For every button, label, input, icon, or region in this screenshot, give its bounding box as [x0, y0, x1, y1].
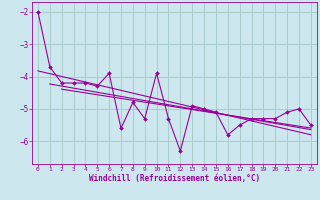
X-axis label: Windchill (Refroidissement éolien,°C): Windchill (Refroidissement éolien,°C) — [89, 174, 260, 183]
